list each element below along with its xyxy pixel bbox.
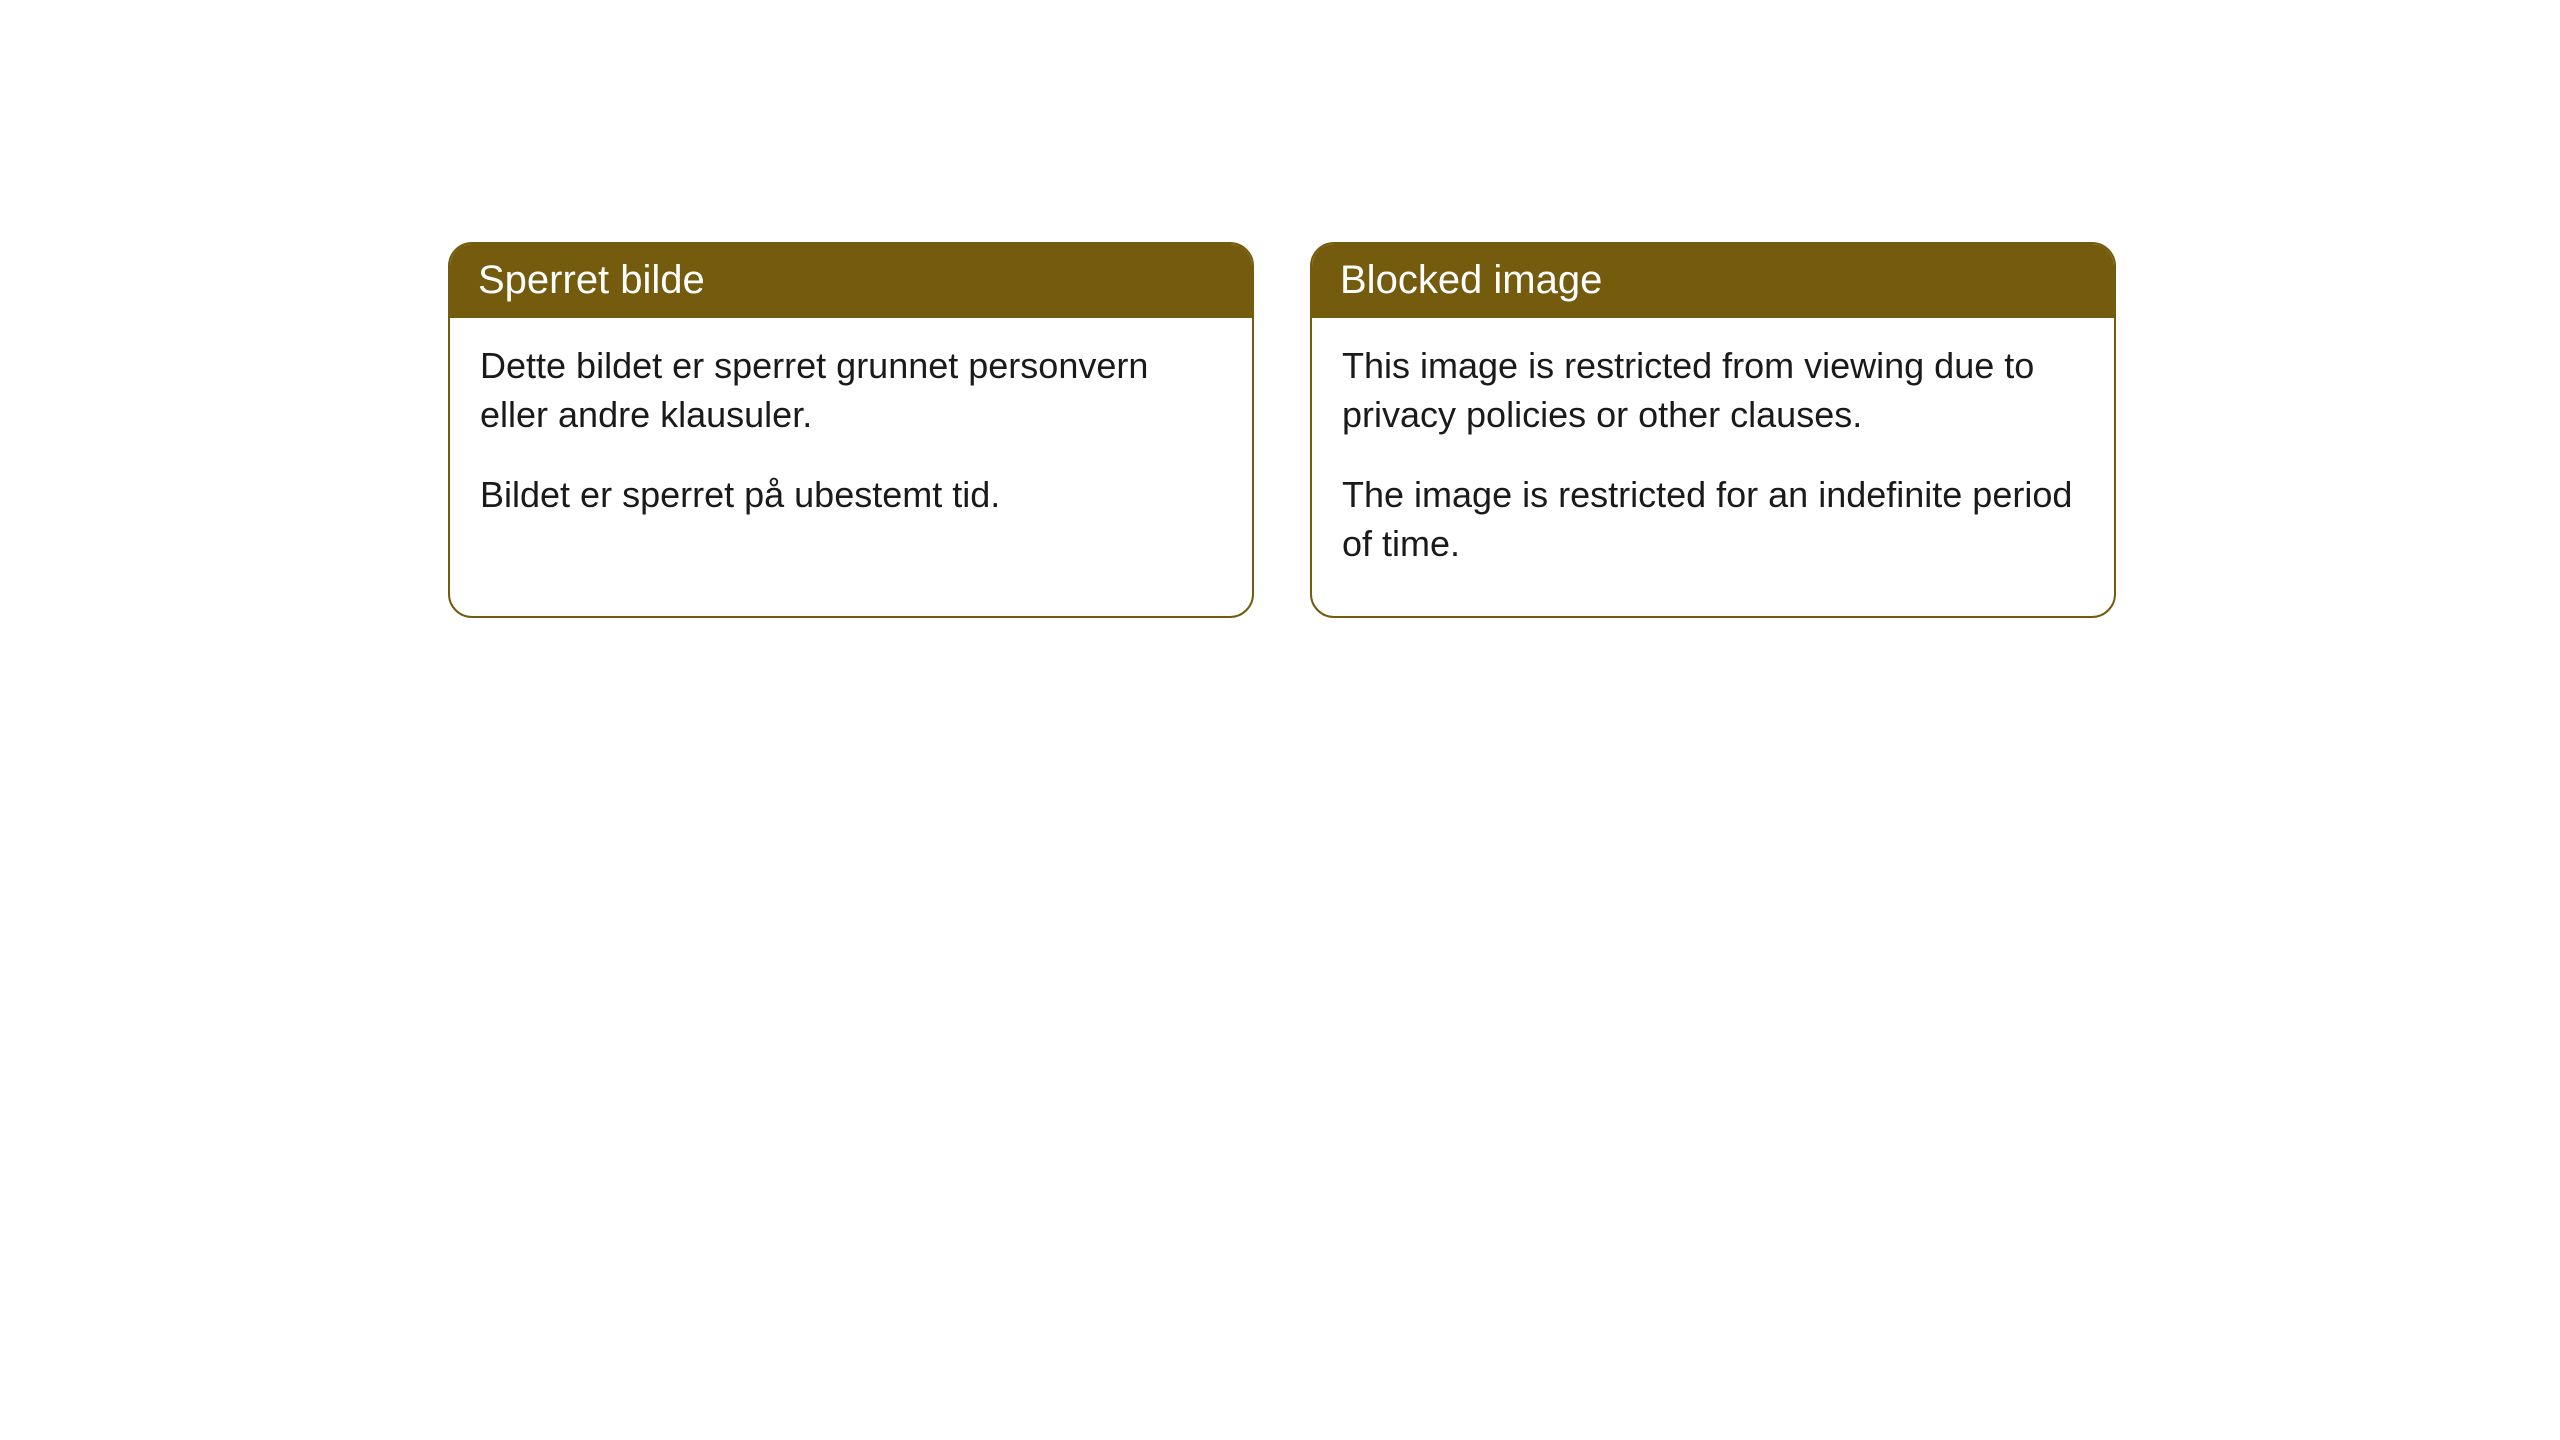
card-paragraph: This image is restricted from viewing du… — [1342, 342, 2084, 439]
card-paragraph: The image is restricted for an indefinit… — [1342, 471, 2084, 568]
card-body: This image is restricted from viewing du… — [1312, 318, 2114, 616]
card-header: Sperret bilde — [450, 244, 1252, 318]
card-body: Dette bildet er sperret grunnet personve… — [450, 318, 1252, 568]
card-paragraph: Dette bildet er sperret grunnet personve… — [480, 342, 1222, 439]
notice-cards-container: Sperret bilde Dette bildet er sperret gr… — [0, 0, 2560, 618]
card-paragraph: Bildet er sperret på ubestemt tid. — [480, 471, 1222, 520]
blocked-image-card-english: Blocked image This image is restricted f… — [1310, 242, 2116, 618]
blocked-image-card-norwegian: Sperret bilde Dette bildet er sperret gr… — [448, 242, 1254, 618]
card-header: Blocked image — [1312, 244, 2114, 318]
